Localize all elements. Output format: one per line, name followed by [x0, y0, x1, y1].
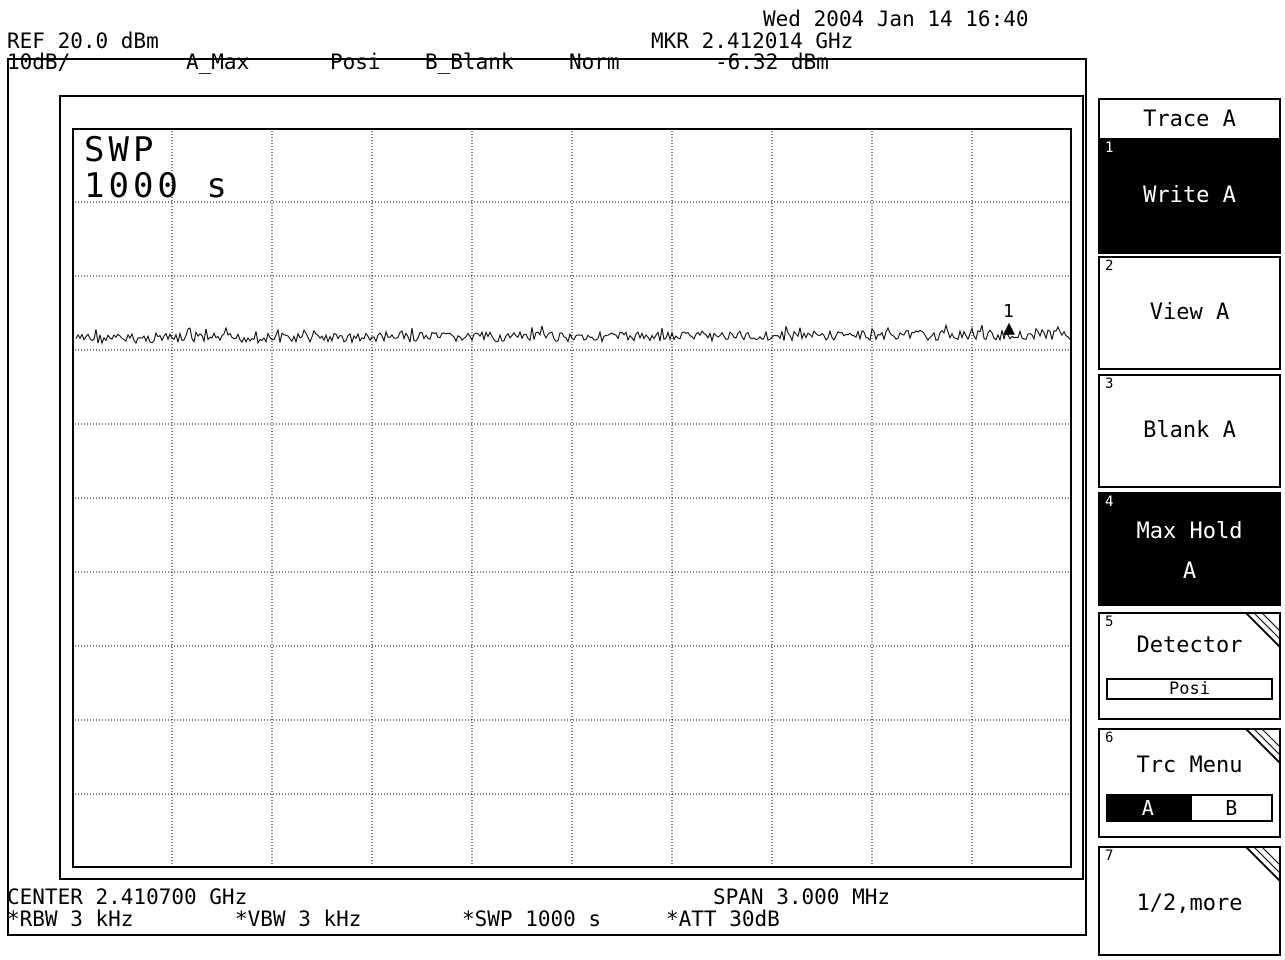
detector-value: Posi	[1106, 678, 1273, 700]
marker-triangle	[1003, 322, 1015, 335]
grid-lines	[72, 128, 1072, 868]
softkey-number: 5	[1105, 614, 1114, 630]
softkey-number: 2	[1105, 258, 1114, 274]
softkey-label: Blank A	[1143, 418, 1236, 443]
detector-mode: Posi	[330, 50, 381, 74]
trace-a-mode: A_Max	[186, 50, 250, 74]
softkey-label: View A	[1149, 300, 1230, 325]
softkey-write-a[interactable]: 1 Write A	[1098, 138, 1281, 254]
softkey-number: 7	[1105, 848, 1114, 864]
center-frequency: CENTER 2.410700 GHz	[7, 885, 248, 909]
marker-level: -6.32 dBm	[715, 50, 829, 74]
trace-b-mode: B_Blank	[425, 50, 514, 74]
softkey-number: 1	[1105, 140, 1114, 156]
span: SPAN 3.000 MHz	[713, 885, 891, 909]
marker-1	[1003, 322, 1015, 335]
sweep-mode: Norm	[569, 50, 620, 74]
marker-1-label: 1	[1003, 300, 1014, 322]
swp-value: 1000 s	[84, 166, 231, 206]
attenuation: *ATT 30dB	[666, 907, 780, 931]
softkey-number: 6	[1105, 730, 1114, 746]
softkey-number: 3	[1105, 376, 1114, 392]
display-frame	[7, 58, 1087, 936]
softkey-label: Write A	[1143, 183, 1236, 208]
trace-line	[75, 323, 1071, 345]
scale-per-div: 10dB/	[7, 50, 71, 74]
softkey-number: 4	[1105, 494, 1114, 510]
rbw: *RBW 3 kHz	[7, 907, 134, 931]
softkey-trc-menu[interactable]: 6 Trc Menu A B	[1098, 728, 1281, 838]
vbw: *VBW 3 kHz	[235, 907, 362, 931]
softkey-blank-a[interactable]: 3 Blank A	[1098, 374, 1281, 488]
softkey-label: 1/2,more	[1136, 891, 1243, 916]
sweep-time: *SWP 1000 s	[462, 907, 602, 931]
softkey-more[interactable]: 7 1/2,more	[1098, 846, 1281, 956]
swp-title: SWP	[84, 130, 158, 170]
marker-frequency: MKR 2.412014 GHz	[651, 29, 854, 53]
softkey-detector[interactable]: 5 Detector Posi	[1098, 612, 1281, 720]
softkey-label: Trc Menu	[1136, 753, 1243, 778]
softkey-title: Trace A	[1098, 98, 1281, 140]
softkey-view-a[interactable]: 2 View A	[1098, 256, 1281, 370]
softkey-title-label: Trace A	[1143, 107, 1236, 132]
submenu-corner-icon	[1245, 728, 1281, 764]
ref-level: REF 20.0 dBm	[7, 29, 159, 53]
softkey-label: Detector	[1136, 633, 1243, 658]
trace-select-a[interactable]: A	[1106, 794, 1190, 822]
screen-frame	[59, 95, 1084, 880]
submenu-corner-icon	[1245, 612, 1281, 648]
trace-select: A B	[1106, 794, 1273, 822]
datetime: Wed 2004 Jan 14 16:40	[763, 7, 1029, 31]
submenu-corner-icon	[1245, 846, 1281, 882]
trace-select-b[interactable]: B	[1189, 794, 1273, 822]
softkey-label: Max Hold A	[1136, 519, 1243, 584]
softkey-max-hold-a[interactable]: 4 Max Hold A	[1098, 492, 1281, 606]
